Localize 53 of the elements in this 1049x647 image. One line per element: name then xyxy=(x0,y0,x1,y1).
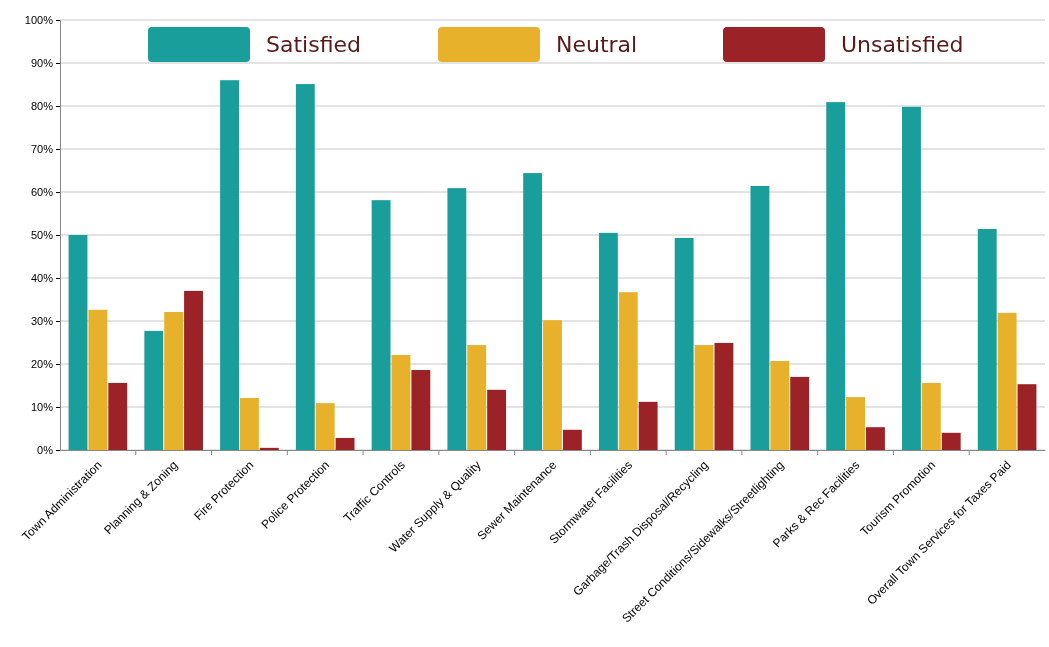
y-tick-label: 70% xyxy=(30,143,54,156)
bar xyxy=(523,173,543,450)
bar xyxy=(487,389,507,450)
bar xyxy=(335,437,355,450)
bar xyxy=(259,447,279,450)
bar xyxy=(68,235,88,450)
bar xyxy=(941,432,961,450)
bar xyxy=(315,403,335,450)
bar xyxy=(598,232,618,450)
bar xyxy=(144,330,164,450)
bar xyxy=(447,188,467,450)
y-tick-label: 40% xyxy=(30,272,54,285)
y-tick-label: 90% xyxy=(30,57,54,70)
y-tick-label: 10% xyxy=(30,401,54,414)
y-tick-label: 20% xyxy=(30,358,54,371)
bar xyxy=(866,427,885,450)
bar xyxy=(184,290,203,450)
y-tick-label: 0% xyxy=(37,444,54,457)
bar xyxy=(750,185,770,450)
bar xyxy=(694,345,714,450)
bar xyxy=(921,382,941,450)
bar xyxy=(1017,384,1037,450)
bar xyxy=(770,360,790,450)
y-tick-label: 100% xyxy=(24,14,54,27)
bar xyxy=(997,312,1017,450)
y-tick-label: 30% xyxy=(30,315,54,328)
bar xyxy=(391,354,411,450)
bar xyxy=(714,342,734,450)
y-tick-label: 80% xyxy=(30,100,54,113)
bar xyxy=(88,309,108,450)
bar xyxy=(977,228,997,450)
bar xyxy=(467,345,487,450)
bar xyxy=(411,370,431,450)
bar xyxy=(790,376,810,450)
legend-label: Satisfied xyxy=(266,32,362,57)
legend-label: Unsatisfied xyxy=(841,32,964,57)
y-tick-label: 60% xyxy=(30,186,54,199)
bar xyxy=(846,397,866,450)
bar xyxy=(108,382,128,450)
bar xyxy=(220,80,239,450)
bar xyxy=(239,397,259,450)
bar xyxy=(638,401,658,450)
bar xyxy=(826,102,846,450)
bar xyxy=(164,311,184,450)
bar xyxy=(618,292,638,450)
bar xyxy=(902,106,921,450)
bar xyxy=(562,429,582,450)
bar xyxy=(295,84,315,450)
legend-label: Neutral xyxy=(556,32,638,57)
y-tick-label: 50% xyxy=(30,229,54,242)
bar xyxy=(371,200,391,450)
bar xyxy=(674,238,694,450)
bar xyxy=(543,320,562,450)
